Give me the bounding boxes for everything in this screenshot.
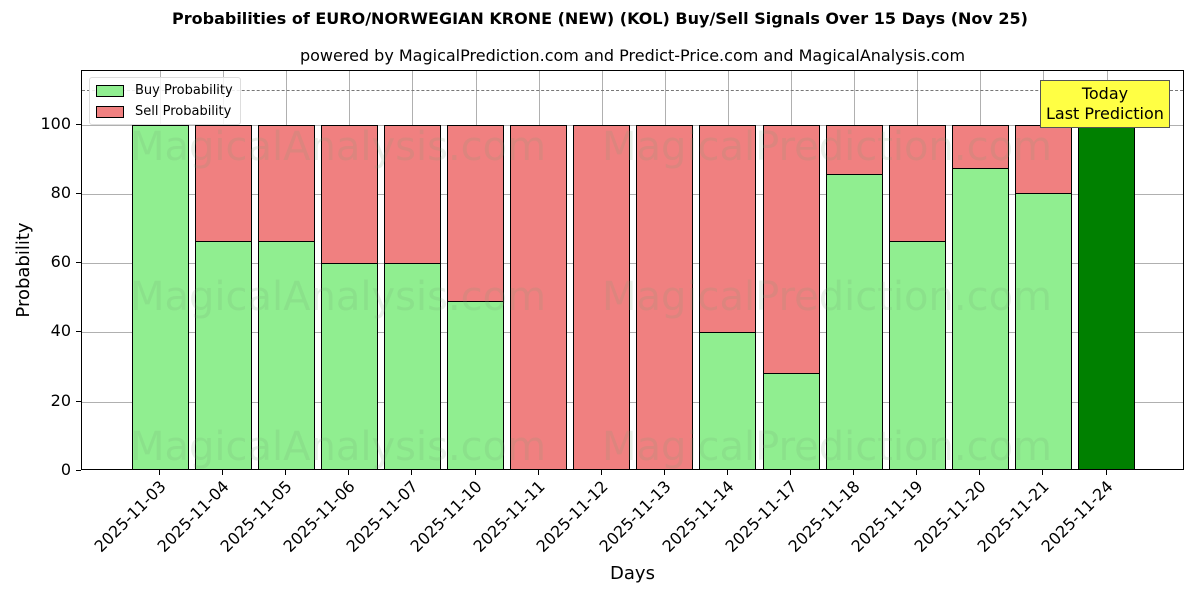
bar-buy-2025-11-20 — [951, 167, 1009, 469]
bar-sell-2025-11-07 — [383, 124, 441, 265]
grid-line-h — [82, 332, 1183, 334]
bar-sell-2025-11-19 — [888, 124, 946, 242]
x-tick-mark — [916, 470, 918, 475]
x-tick-mark — [348, 470, 350, 475]
y-tick-mark — [76, 262, 81, 264]
bar-sell-2025-11-06 — [320, 124, 378, 265]
x-tick-mark — [1105, 470, 1107, 475]
y-tick-label: 60 — [50, 252, 71, 272]
chart-subtitle: powered by MagicalPrediction.com and Pre… — [299, 46, 966, 65]
grid-line-h — [82, 124, 1183, 126]
y-tick-label: 100 — [40, 113, 71, 133]
bar-buy-2025-11-06 — [320, 263, 378, 469]
x-tick-mark — [600, 470, 602, 475]
chart-title: Probabilities of EURO/NORWEGIAN KRONE (N… — [172, 9, 1028, 28]
bar-buy-2025-11-04 — [194, 240, 252, 469]
buy-swatch-icon — [96, 84, 124, 97]
bar-sell-2025-11-18 — [825, 124, 883, 175]
bar-sell-2025-11-20 — [951, 124, 1009, 169]
legend: Buy Probability Sell Probability — [89, 77, 241, 125]
bar-sell-2025-11-10 — [447, 124, 504, 303]
legend-item-buy: Buy Probability — [96, 83, 233, 98]
x-tick-mark — [537, 470, 539, 475]
bar-sell-2025-11-05 — [257, 124, 315, 242]
x-tick-mark — [790, 470, 791, 475]
sell-swatch-icon — [96, 105, 124, 118]
bar-sell-2025-11-17 — [762, 124, 820, 374]
grid-line-h — [82, 193, 1183, 195]
bar-sell-2025-11-04 — [194, 124, 252, 242]
bar-buy-2025-11-18 — [825, 173, 883, 469]
x-tick-mark — [411, 470, 413, 475]
annotation-line1: Today — [1081, 84, 1129, 103]
bar-buy-2025-11-19 — [888, 240, 946, 469]
bar-sell-2025-11-14 — [699, 124, 757, 334]
bar-buy-2025-11-03 — [131, 124, 189, 469]
y-tick-label: 20 — [50, 390, 71, 410]
plot-area: MagicalAnalysis.comMagicalAnalysis.comMa… — [81, 70, 1184, 470]
x-axis-label: Days — [610, 563, 655, 584]
bar-sell-2025-11-11 — [510, 124, 568, 469]
bar-sell-2025-11-12 — [573, 124, 631, 469]
y-tick-label: 0 — [60, 460, 71, 479]
x-tick-mark — [663, 470, 665, 475]
grid-line-h — [82, 263, 1183, 265]
annotation-line2: Last Prediction — [1046, 104, 1164, 123]
bar-buy-2025-11-10 — [447, 301, 504, 469]
legend-buy-label: Buy Probability — [135, 83, 233, 98]
legend-item-sell: Sell Probability — [96, 104, 231, 119]
x-tick-mark — [853, 470, 855, 475]
x-tick-mark — [979, 470, 981, 475]
x-tick-mark — [285, 470, 287, 475]
legend-sell-label: Sell Probability — [135, 104, 232, 119]
y-tick-mark — [76, 400, 81, 402]
y-tick-mark — [76, 192, 81, 194]
today-annotation: Today Last Prediction — [1040, 80, 1170, 128]
x-tick-mark — [474, 470, 476, 475]
y-tick-mark — [76, 331, 81, 333]
bar-buy-2025-11-17 — [762, 372, 820, 469]
y-tick-label: 80 — [50, 182, 71, 202]
x-tick-mark — [159, 470, 160, 475]
x-tick-mark — [222, 470, 224, 475]
bar-buy-2025-11-05 — [257, 240, 315, 469]
bar-buy-2025-11-07 — [383, 263, 441, 469]
bar-buy-2025-11-14 — [699, 332, 757, 469]
y-tick-label: 40 — [50, 321, 71, 341]
bar-buy-2025-11-21 — [1014, 192, 1072, 469]
bar-buy-2025-11-24 — [1078, 124, 1135, 469]
x-tick-mark — [1042, 470, 1044, 475]
x-tick-mark — [726, 470, 728, 475]
y-tick-mark — [76, 470, 81, 471]
bar-sell-2025-11-21 — [1014, 124, 1072, 194]
bar-sell-2025-11-13 — [636, 124, 694, 469]
y-tick-mark — [76, 123, 81, 125]
grid-line-h — [82, 401, 1183, 403]
reference-line — [82, 90, 1183, 92]
